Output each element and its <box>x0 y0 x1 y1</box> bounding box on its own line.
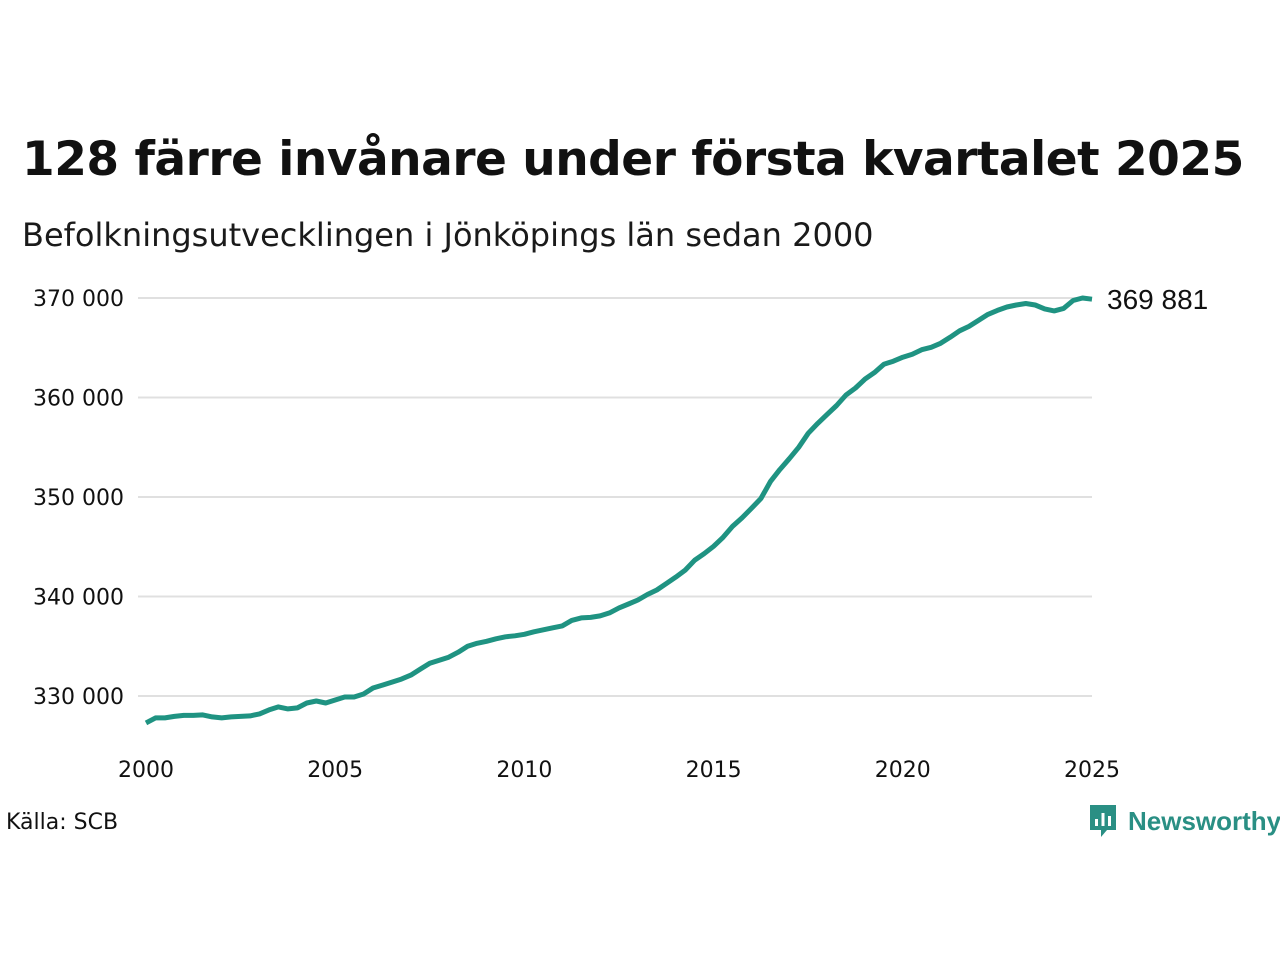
chart-subtitle: Befolkningsutvecklingen i Jönköpings län… <box>22 216 874 254</box>
y-tick-label: 330 000 <box>33 685 124 710</box>
source-note: Källa: SCB <box>6 810 119 835</box>
series-line <box>144 295 1093 726</box>
series-layer <box>144 295 1093 726</box>
y-tick-label: 360 000 <box>33 387 124 412</box>
x-tick-label: 2005 <box>307 758 363 783</box>
brand-name: Newsworthy <box>1128 805 1280 836</box>
gridlines <box>138 297 1092 697</box>
annotation-layer: 369 881 <box>1107 284 1208 315</box>
newsworthy-logo-icon <box>1090 805 1116 837</box>
brand-logo: Newsworthy <box>1088 803 1280 839</box>
x-axis-tick-labels: 2000 2005 2010 2015 2020 2025 <box>118 758 1120 783</box>
y-tick-label: 350 000 <box>33 486 124 511</box>
x-tick-label: 2010 <box>496 758 552 783</box>
x-tick-label: 2015 <box>686 758 742 783</box>
x-tick-label: 2020 <box>875 758 931 783</box>
x-tick-label: 2025 <box>1064 758 1120 783</box>
y-tick-label: 340 000 <box>33 586 124 611</box>
y-tick-label: 370 000 <box>33 287 124 312</box>
chart-title: 128 färre invånare under första kvartale… <box>22 132 1244 187</box>
x-tick-label: 2000 <box>118 758 174 783</box>
end-value-label: 369 881 <box>1107 284 1208 315</box>
y-axis-tick-labels: 330 000 340 000 350 000 360 000 370 000 <box>33 287 124 710</box>
